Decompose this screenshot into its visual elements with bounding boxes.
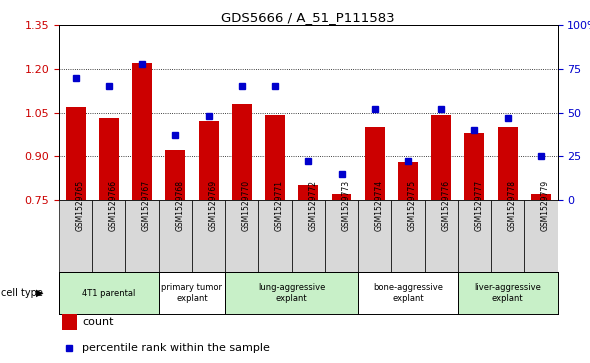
Text: GSM1529775: GSM1529775: [408, 180, 417, 231]
Bar: [358, 272, 458, 314]
Bar: [325, 200, 358, 272]
Bar: [62, 314, 77, 330]
Bar: [199, 121, 218, 200]
Bar: [358, 200, 391, 272]
Bar: [99, 118, 119, 200]
Text: GSM1529777: GSM1529777: [474, 180, 483, 231]
Text: bone-aggressive
explant: bone-aggressive explant: [373, 284, 443, 303]
Bar: [491, 200, 525, 272]
Text: GSM1529771: GSM1529771: [275, 180, 284, 231]
Text: GSM1529770: GSM1529770: [242, 180, 251, 231]
Bar: [458, 200, 491, 272]
Bar: [498, 127, 517, 200]
Text: GSM1529768: GSM1529768: [175, 180, 184, 231]
Bar: [458, 272, 558, 314]
Text: GSM1529776: GSM1529776: [441, 180, 450, 231]
Bar: [165, 150, 185, 200]
Bar: [225, 272, 358, 314]
Text: GSM1529772: GSM1529772: [308, 180, 317, 231]
Text: liver-aggressive
explant: liver-aggressive explant: [474, 284, 541, 303]
Bar: [126, 200, 159, 272]
Title: GDS5666 / A_51_P111583: GDS5666 / A_51_P111583: [221, 11, 395, 24]
Bar: [464, 133, 484, 200]
Bar: [332, 194, 352, 200]
Bar: [391, 200, 425, 272]
Bar: [132, 63, 152, 200]
Bar: [192, 200, 225, 272]
Text: primary tumor
explant: primary tumor explant: [162, 284, 222, 303]
Text: 4T1 parental: 4T1 parental: [82, 289, 136, 298]
Text: GSM1529766: GSM1529766: [109, 180, 118, 231]
Text: percentile rank within the sample: percentile rank within the sample: [83, 343, 270, 353]
Bar: [299, 185, 318, 200]
Bar: [365, 127, 385, 200]
Bar: [232, 104, 252, 200]
Bar: [225, 200, 258, 272]
Bar: [258, 200, 291, 272]
Bar: [65, 107, 86, 200]
Bar: [59, 272, 159, 314]
Bar: [531, 194, 551, 200]
Text: GSM1529778: GSM1529778: [507, 180, 517, 231]
Bar: [398, 162, 418, 200]
Text: ▶: ▶: [36, 288, 44, 298]
Bar: [159, 200, 192, 272]
Text: GSM1529765: GSM1529765: [76, 180, 84, 231]
Bar: [59, 200, 92, 272]
Text: count: count: [83, 317, 114, 327]
Text: GSM1529773: GSM1529773: [342, 180, 350, 231]
Text: lung-aggressive
explant: lung-aggressive explant: [258, 284, 325, 303]
Bar: [525, 200, 558, 272]
Bar: [265, 115, 285, 200]
Bar: [291, 200, 325, 272]
Text: GSM1529774: GSM1529774: [375, 180, 384, 231]
Bar: [159, 272, 225, 314]
Text: cell type: cell type: [1, 288, 43, 298]
Text: GSM1529779: GSM1529779: [541, 180, 550, 231]
Bar: [431, 115, 451, 200]
Bar: [425, 200, 458, 272]
Bar: [92, 200, 126, 272]
Text: GSM1529767: GSM1529767: [142, 180, 151, 231]
Text: GSM1529769: GSM1529769: [209, 180, 218, 231]
